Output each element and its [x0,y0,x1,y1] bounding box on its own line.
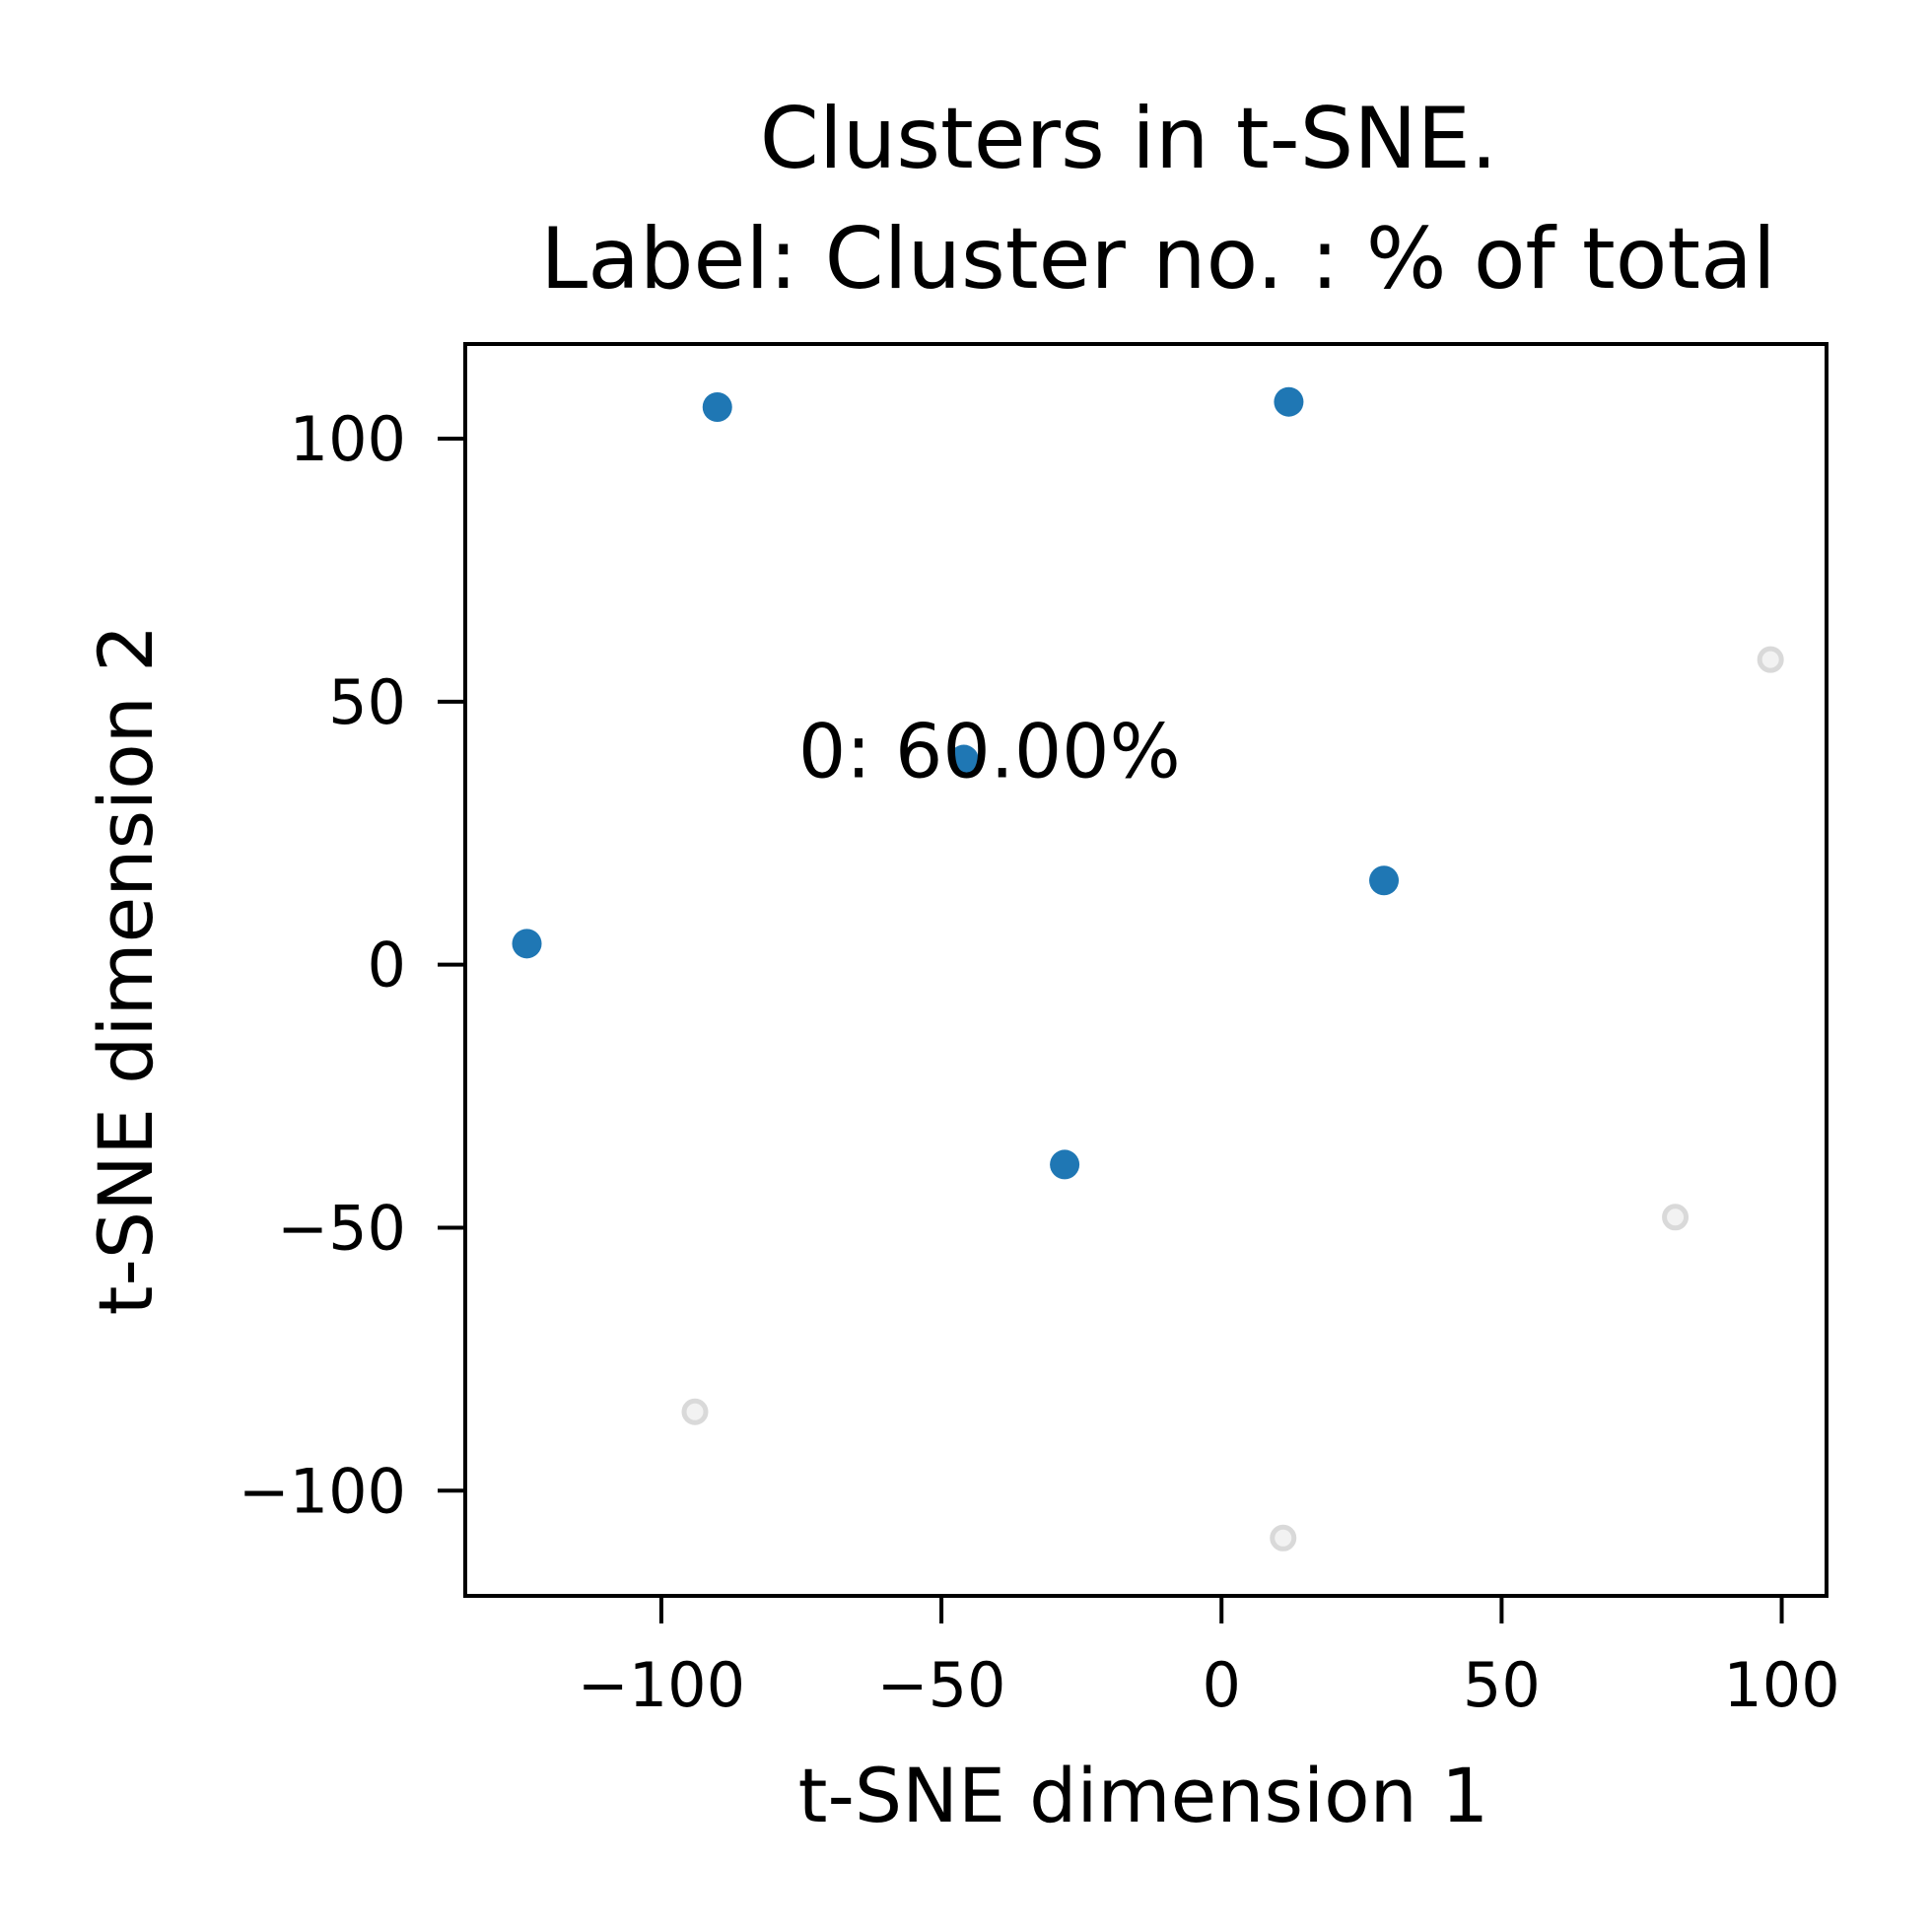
y-axis-label: t-SNE dimension 2 [82,625,170,1316]
x-tick-label: −50 [877,1649,1006,1721]
other-cluster-point [681,1398,709,1425]
cluster-0-point [1050,1149,1080,1180]
x-axis-label: t-SNE dimension 1 [798,1752,1489,1839]
y-tick-label: −100 [239,1455,406,1527]
x-axis-ticks: −100 −50 0 50 100 [578,1596,1840,1721]
y-tick-label: 50 [328,666,406,738]
other-cluster-point [1662,1204,1690,1231]
y-tick-label: 0 [368,930,406,1001]
y-tick-label: 100 [290,403,406,475]
chart-title-line-1: Clusters in t-SNE. [760,90,1497,188]
x-tick-label: 100 [1723,1649,1839,1721]
y-axis-ticks: −100 −50 0 50 100 [239,403,465,1527]
plot-area: 0: 60.00% [512,386,1784,1552]
cluster-0-point [512,929,542,959]
other-cluster-point [1270,1524,1297,1552]
y-tick-label: −50 [277,1192,406,1264]
x-tick-label: 50 [1463,1649,1541,1721]
chart-title-line-2: Label: Cluster no. : % of total [540,210,1775,309]
cluster-0-point [948,744,979,775]
cluster-0-point [1369,865,1400,896]
x-tick-label: 0 [1202,1649,1240,1721]
x-tick-label: −100 [578,1649,745,1721]
cluster-0-point [1274,386,1304,417]
cluster-0-point [702,392,732,423]
cluster-annotation: 0: 60.00% [798,708,1181,795]
other-cluster-point [1757,646,1784,673]
plot-frame [463,342,1828,1598]
